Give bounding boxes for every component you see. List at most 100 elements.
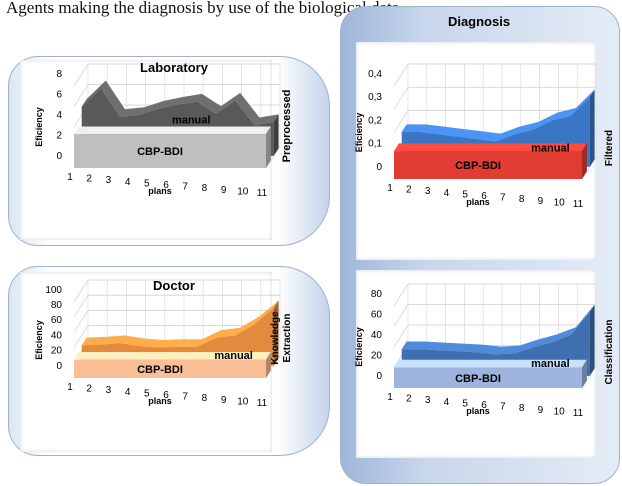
laboratory-area-side-1: [266, 126, 271, 168]
filtered-area-top-1: [394, 143, 587, 152]
laboratory-x-tick: 11: [257, 188, 268, 199]
filtered-x-tick: 5: [462, 189, 468, 200]
filtered-gridline-side: [393, 87, 409, 110]
classification-x-tick: 6: [481, 400, 487, 411]
classification-y-label: Eficiency: [354, 327, 364, 367]
filtered-y-label: Eficiency: [354, 113, 364, 153]
laboratory-area-front-1: [74, 134, 266, 168]
laboratory-gridline-side: [73, 63, 89, 87]
filtered-x-tick: 6: [481, 191, 487, 202]
doctor-gridline-side: [73, 310, 89, 333]
laboratory-title: Laboratory: [140, 60, 209, 75]
doctor-area-side-0: [273, 300, 279, 366]
classification-x-label: plans: [466, 406, 490, 416]
classification-area-side-0: [589, 304, 595, 376]
doctor-side-label: KnowledgeExtraction: [270, 311, 293, 365]
laboratory-x-tick: 7: [182, 182, 188, 193]
classification-x-tick: 4: [444, 397, 450, 408]
doctor-x-tick: 1: [67, 382, 73, 393]
doctor-side-label-line: Knowledge: [270, 311, 281, 365]
chart-doctor: manual CBP-BDI 0 20 40 60 80 100 1 2 3 4 5 6 7 8 9 10 11 pl…: [34, 278, 293, 409]
classification-label-manual: manual: [531, 358, 570, 370]
filtered-x-tick: 10: [554, 197, 566, 208]
classification-area-front-1: [394, 367, 582, 388]
doctor-gridline-side: [73, 294, 89, 318]
filtered-y-tick: 0: [376, 162, 382, 173]
doctor-x-tick: 10: [237, 396, 249, 407]
classification-x-tick: 7: [500, 402, 506, 413]
doctor-y-tick: 80: [51, 300, 63, 311]
filtered-y-tick: 0,3: [368, 92, 382, 103]
doctor-area-front-0: [81, 308, 274, 366]
classification-x-tick: 2: [406, 394, 412, 405]
classification-x-tick: 10: [554, 406, 566, 417]
doctor-series-cbp-bdi: [74, 352, 271, 378]
classification-area-side-1: [582, 359, 587, 388]
classification-series-cbp-bdi: [394, 359, 587, 388]
doctor-label-manual: manual: [214, 350, 253, 362]
filtered-side-label: Filtered: [604, 130, 615, 166]
chart-classification: manual CBP-BDI 0 20 40 60 80 1 2 3 4 5 6 7 8 9 10 11 plans…: [354, 283, 615, 419]
doctor-x-tick: 11: [257, 398, 268, 409]
doctor-area-front-1: [74, 359, 266, 378]
laboratory-area-side-0: [273, 114, 279, 156]
laboratory-x-tick: 4: [125, 177, 131, 188]
classification-y-tick: 60: [371, 309, 383, 320]
classification-label-cbp-bdi: CBP-BDI: [455, 373, 501, 385]
laboratory-y-tick: 2: [56, 130, 62, 141]
laboratory-side-label: Preprocessed: [281, 90, 293, 163]
filtered-x-tick: 4: [444, 188, 450, 199]
classification-x-tick: 9: [538, 405, 544, 416]
classification-y-tick: 20: [371, 350, 383, 361]
laboratory-area-top-1: [74, 126, 271, 135]
doctor-series-manual: [81, 300, 279, 366]
doctor-area-top-0: [81, 300, 279, 348]
laboratory-gridline-side: [73, 84, 89, 107]
filtered-series-cbp-bdi: [394, 143, 587, 179]
filtered-y-tick: 0,1: [368, 139, 382, 150]
classification-side-label: Classification: [604, 319, 615, 384]
doctor-x-label: plans: [148, 396, 172, 406]
filtered-area-side-1: [582, 143, 587, 179]
filtered-x-label: plans: [466, 197, 490, 207]
doctor-x-tick: 9: [221, 395, 227, 406]
laboratory-y-tick: 8: [56, 69, 62, 80]
filtered-x-tick: 7: [500, 193, 506, 204]
filtered-x-tick: 3: [425, 186, 431, 197]
doctor-y-label: Eficiency: [34, 320, 44, 360]
filtered-y-tick: 0,2: [368, 115, 382, 126]
filtered-x-tick: 1: [387, 183, 393, 194]
chart-laboratory: manual CBP-BDI 0 2 4 6 8 1 2 3 4 5 6 7 8 9 10 11 plans Efic…: [34, 60, 293, 199]
classification-side-label-line: Classification: [604, 319, 615, 384]
doctor-x-tick: 5: [144, 388, 150, 399]
laboratory-x-tick: 8: [202, 183, 208, 194]
laboratory-y-tick: 4: [56, 110, 62, 121]
doctor-x-tick: 7: [182, 392, 188, 403]
doctor-y-tick: 60: [51, 315, 63, 326]
laboratory-side-label-line: Preprocessed: [281, 90, 293, 163]
filtered-area-side-0: [589, 89, 595, 167]
laboratory-x-tick: 5: [144, 178, 150, 189]
filtered-label-cbp-bdi: CBP-BDI: [455, 160, 501, 172]
doctor-y-tick: 0: [56, 361, 62, 372]
doctor-x-tick: 3: [106, 385, 112, 396]
classification-area-top-1: [394, 359, 587, 368]
filtered-x-tick: 11: [573, 199, 584, 210]
filtered-gridline-side: [393, 63, 409, 87]
doctor-x-tick: 2: [86, 384, 92, 395]
filtered-x-tick: 2: [406, 185, 412, 196]
filtered-gridline-side: [393, 110, 409, 133]
laboratory-x-tick: 2: [86, 174, 92, 185]
classification-area-top-0: [401, 304, 595, 355]
classification-x-tick: 11: [573, 408, 584, 419]
classification-gridline-side: [393, 283, 409, 307]
laboratory-x-tick: 1: [67, 172, 73, 183]
classification-x-tick: 5: [462, 398, 468, 409]
doctor-y-tick: 100: [45, 285, 62, 296]
laboratory-area-top-0: [81, 80, 279, 126]
filtered-x-tick: 8: [519, 194, 525, 205]
classification-y-tick: 0: [376, 371, 382, 382]
filtered-x-tick: 9: [538, 196, 544, 207]
filtered-area-front-1: [394, 151, 582, 179]
filtered-label-manual: manual: [531, 143, 570, 155]
